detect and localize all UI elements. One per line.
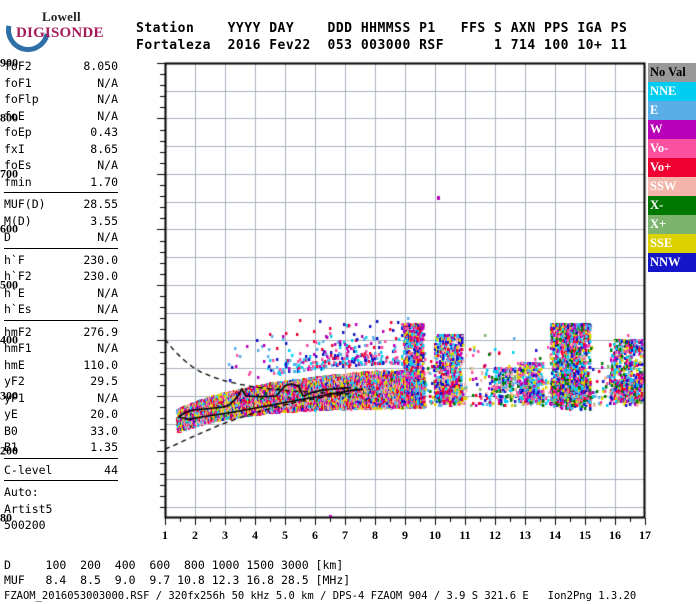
y-tick-label-500: 500	[0, 277, 18, 292]
footer-distance-row: D 100 200 400 600 800 1000 1500 3000 [km…	[4, 558, 344, 572]
x-tick-label-14: 14	[549, 528, 561, 542]
x-tick-label-8: 8	[372, 528, 378, 542]
footer-muf-row: MUF 8.4 8.5 9.0 9.7 10.8 12.3 16.8 28.5 …	[4, 573, 351, 587]
x-tick-label-5: 5	[282, 528, 288, 542]
y-tick-label-80: 80	[0, 510, 12, 525]
x-tick-label-16: 16	[609, 528, 621, 542]
footer-file-row: FZAOM_2016053003000.RSF / 320fx256h 50 k…	[4, 590, 637, 602]
x-tick-label-9: 9	[402, 528, 408, 542]
x-tick-label-11: 11	[459, 528, 471, 542]
x-tick-label-7: 7	[342, 528, 348, 542]
y-tick-label-400: 400	[0, 332, 18, 347]
x-tick-label-1: 1	[162, 528, 168, 542]
x-tick-label-15: 15	[579, 528, 591, 542]
x-tick-label-17: 17	[639, 528, 651, 542]
y-tick-label-800: 800	[0, 110, 18, 125]
y-tick-label-900: 900	[0, 55, 18, 70]
x-tick-label-3: 3	[222, 528, 228, 542]
footer-info: D 100 200 400 600 800 1000 1500 3000 [km…	[4, 558, 636, 604]
x-tick-label-12: 12	[489, 528, 501, 542]
y-tick-label-200: 200	[0, 443, 18, 458]
x-tick-label-6: 6	[312, 528, 318, 542]
y-tick-label-600: 600	[0, 221, 18, 236]
x-tick-label-10: 10	[429, 528, 441, 542]
y-tick-label-700: 700	[0, 166, 18, 181]
x-tick-label-13: 13	[519, 528, 531, 542]
y-tick-label-300: 300	[0, 388, 18, 403]
x-tick-label-4: 4	[252, 528, 258, 542]
x-tick-label-2: 2	[192, 528, 198, 542]
